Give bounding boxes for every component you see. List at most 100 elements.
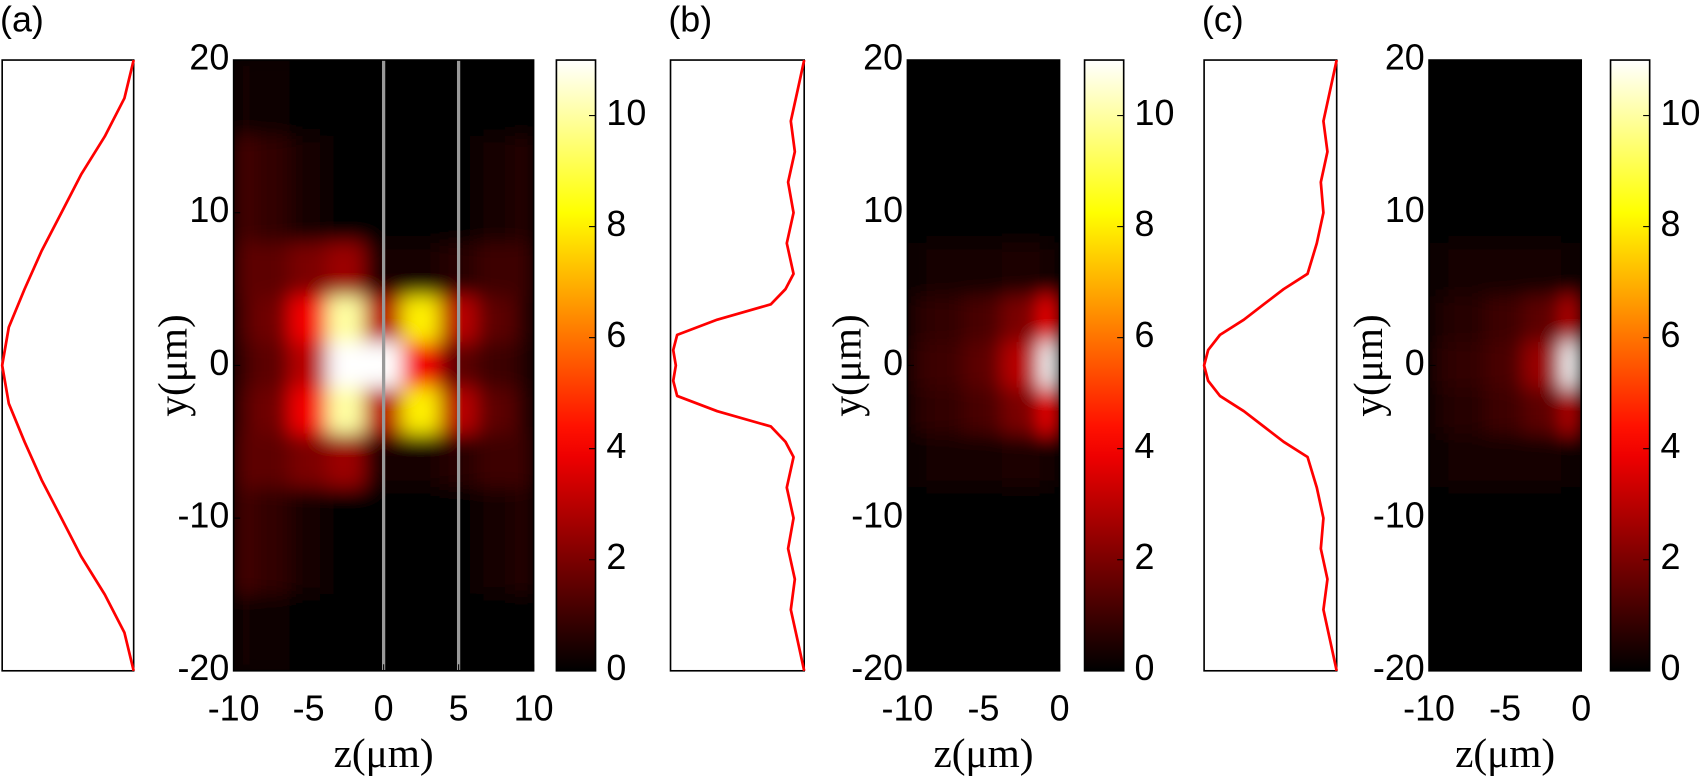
heatmap-cell — [1447, 387, 1487, 435]
heatmap-cell — [1561, 296, 1582, 344]
heatmap-cell — [251, 60, 291, 137]
heatmap-cell — [1001, 593, 1042, 671]
heatmap-cells — [907, 60, 1060, 671]
y-axis-label: y(μm) — [1345, 314, 1392, 416]
heatmap-cell — [1001, 135, 1042, 244]
x-tick-label: 0 — [374, 688, 394, 728]
heatmap-cell — [925, 593, 966, 671]
heatmap-cell — [963, 487, 1004, 595]
heatmap-cell — [963, 60, 1004, 137]
heatmap-cell — [1429, 60, 1449, 137]
heatmap-cell — [1447, 433, 1487, 489]
y-tick-label: 10 — [863, 190, 903, 230]
heatmap-cell — [1447, 242, 1487, 298]
heatmap-cell — [233, 387, 253, 435]
profile-frame — [1203, 59, 1338, 672]
y-axis-label: y(μm) — [823, 314, 870, 416]
heatmap-cell — [233, 593, 253, 671]
heatmap-cell — [326, 60, 366, 137]
heatmap-cell — [1447, 487, 1487, 595]
x-axis-label: z(μm) — [933, 730, 1033, 777]
heatmap-cell — [925, 60, 966, 137]
heatmap-cell — [1485, 487, 1525, 595]
colorbar-tick-label: 8 — [1661, 204, 1681, 244]
heatmap-cell — [1485, 60, 1525, 137]
heatmap-cell — [1040, 296, 1060, 344]
heatmap-cell — [401, 433, 441, 489]
heatmap-cell — [1001, 433, 1042, 489]
colorbar-tick-label: 2 — [1661, 537, 1681, 577]
heatmap-cell — [925, 135, 966, 244]
y-tick-label: -10 — [851, 496, 903, 536]
y-tick-label: -10 — [177, 496, 229, 536]
heatmap-cell — [251, 296, 291, 344]
heatmap-cell — [1429, 296, 1449, 344]
heatmap-cell — [251, 341, 291, 389]
y-tick-label: 20 — [863, 38, 903, 78]
heatmap-cell — [1523, 135, 1563, 244]
heatmap-cell — [1447, 60, 1487, 137]
heatmap-cell — [289, 296, 328, 344]
heatmap-cell — [251, 433, 291, 489]
heatmap-cell — [476, 387, 516, 435]
heatmap-cell — [289, 487, 328, 595]
heatmap-cell — [1485, 341, 1525, 389]
heatmap-cell — [289, 341, 328, 389]
heatmap-cell — [1523, 387, 1563, 435]
heatmap — [1429, 60, 1582, 671]
heatmap-cell — [963, 135, 1004, 244]
panel-label: (c) — [1202, 0, 1244, 39]
colorbar-tick-label: 0 — [606, 648, 626, 688]
colorbar-tick-label: 10 — [1135, 93, 1175, 133]
heatmap-cell — [326, 135, 366, 244]
y-tick-label: -20 — [177, 648, 229, 688]
heatmap-cell — [251, 593, 291, 671]
y-tick-label: 10 — [189, 190, 229, 230]
heatmap-cell — [1429, 433, 1449, 489]
heatmap-cell — [1040, 135, 1060, 244]
heatmap-cell — [401, 296, 441, 344]
heatmap-cell — [925, 433, 966, 489]
heatmap-cell — [1001, 487, 1042, 595]
heatmap-cell — [1485, 296, 1525, 344]
heatmap-cell — [907, 135, 927, 244]
heatmap-cell — [1561, 242, 1582, 298]
heatmap-cell — [289, 135, 328, 244]
colorbar-tick-label: 10 — [1661, 93, 1701, 133]
x-axis-label: z(μm) — [334, 730, 434, 777]
heatmap-cell — [1429, 341, 1449, 389]
y-tick-label: -20 — [851, 648, 903, 688]
colorbar-tick-label: 2 — [606, 537, 626, 577]
panel-label: (b) — [668, 0, 712, 39]
colorbar — [1609, 59, 1651, 672]
heatmap-cell — [907, 593, 927, 671]
heatmap-cell — [963, 296, 1004, 344]
heatmap-cell — [907, 487, 927, 595]
heatmap-cell — [476, 341, 516, 389]
heatmap-cell — [514, 433, 534, 489]
profile-line — [1202, 59, 1339, 672]
heatmap-cell — [233, 341, 253, 389]
heatmap-cell — [233, 135, 253, 244]
x-tick-label: -5 — [1489, 688, 1521, 728]
heatmap-cell — [1561, 60, 1582, 137]
heatmap-cell — [326, 487, 366, 595]
y-tick-label: 20 — [1385, 38, 1425, 78]
heatmap-cell — [1040, 242, 1060, 298]
heatmap-cell — [476, 487, 516, 595]
heatmap-cell — [476, 593, 516, 671]
heatmap-cell — [1561, 433, 1582, 489]
heatmap-cell — [326, 593, 366, 671]
x-tick-label: 5 — [449, 688, 469, 728]
heatmap-cell — [514, 296, 534, 344]
heatmap-cell — [925, 387, 966, 435]
colorbar-tick-label: 4 — [1135, 426, 1155, 466]
x-tick-label: -10 — [208, 688, 260, 728]
heatmap-cell — [1040, 60, 1060, 137]
y-tick-label: -10 — [1373, 496, 1425, 536]
x-tick-label: 10 — [514, 688, 554, 728]
colorbar-tick-label: 2 — [1135, 537, 1155, 577]
heatmap-cell — [1523, 60, 1563, 137]
x-tick-label: -5 — [293, 688, 325, 728]
colorbar — [1083, 59, 1125, 672]
